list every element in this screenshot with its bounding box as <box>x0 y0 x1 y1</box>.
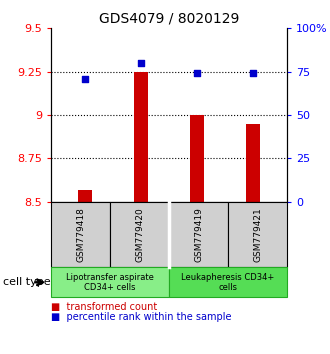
Bar <box>190 115 204 202</box>
Point <box>195 70 200 76</box>
Bar <box>78 190 92 202</box>
Text: Leukapheresis CD34+
cells: Leukapheresis CD34+ cells <box>182 273 275 292</box>
Text: cell type: cell type <box>3 277 51 287</box>
Point <box>82 76 87 81</box>
Bar <box>134 72 148 202</box>
Text: ■  percentile rank within the sample: ■ percentile rank within the sample <box>51 312 232 322</box>
Text: GSM779420: GSM779420 <box>135 207 144 262</box>
Text: GSM779418: GSM779418 <box>76 207 85 262</box>
Point <box>138 60 144 66</box>
Text: GSM779421: GSM779421 <box>253 207 262 262</box>
Title: GDS4079 / 8020129: GDS4079 / 8020129 <box>99 12 239 26</box>
Text: GSM779419: GSM779419 <box>194 207 203 262</box>
Text: ■  transformed count: ■ transformed count <box>51 302 157 312</box>
Text: Lipotransfer aspirate
CD34+ cells: Lipotransfer aspirate CD34+ cells <box>66 273 154 292</box>
Point <box>251 70 256 76</box>
Bar <box>247 124 260 202</box>
